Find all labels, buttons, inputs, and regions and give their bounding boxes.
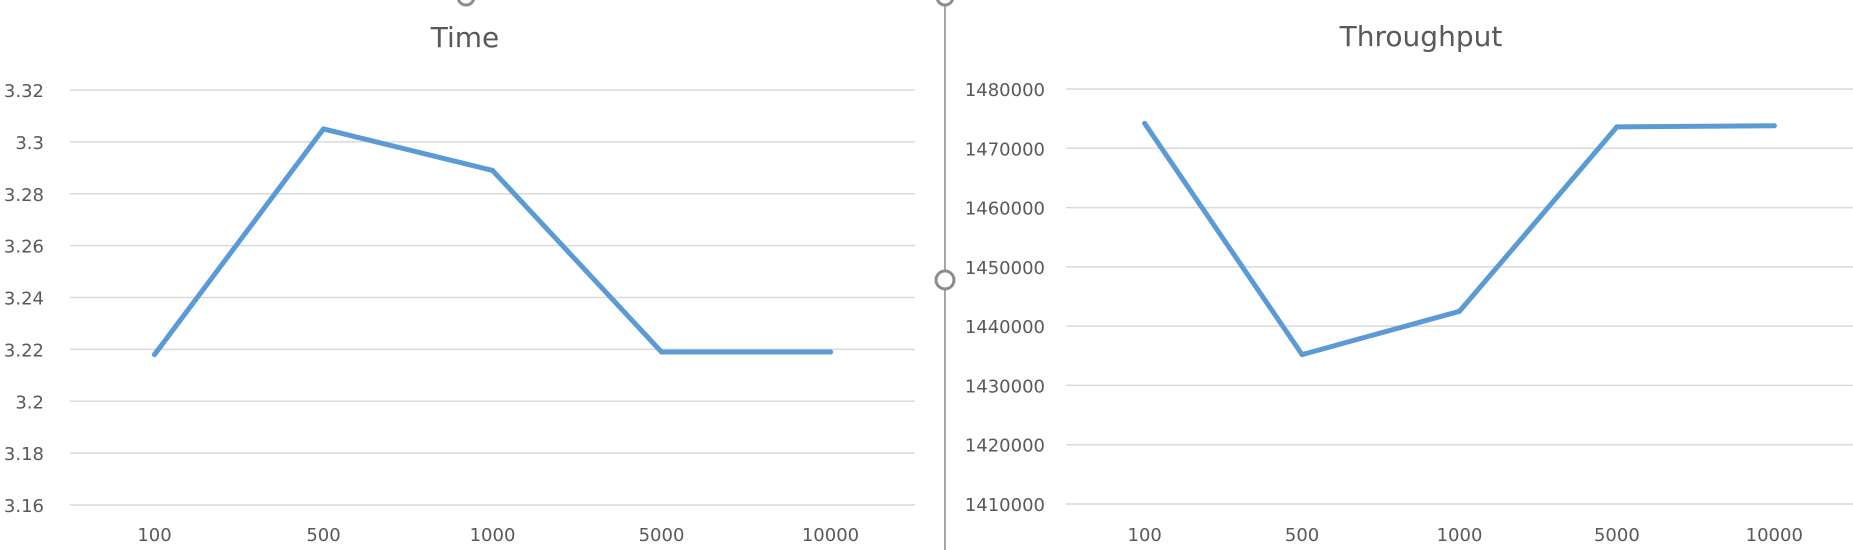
throughput-chart-gridlines xyxy=(1066,88,1853,505)
throughput-x-tick-label: 1000 xyxy=(1437,525,1483,546)
top-left-resize-handle[interactable] xyxy=(456,0,476,7)
throughput-x-tick-label: 500 xyxy=(1285,525,1319,546)
throughput-x-tick-label: 10000 xyxy=(1746,525,1803,546)
time-x-tick-label: 10000 xyxy=(802,525,859,546)
throughput-y-tick-label: 1450000 xyxy=(965,258,1045,279)
top-right-resize-handle[interactable] xyxy=(935,0,955,7)
throughput-chart-y-axis: 1410000 1420000 1430000 1440000 1450000 14600… xyxy=(965,80,1045,516)
throughput-data-point[interactable] xyxy=(1299,352,1305,358)
throughput-chart: Throughput 14100001420000143000014400001… xyxy=(965,20,1853,546)
time-y-tick-label: 3.32 xyxy=(4,81,44,102)
time-y-tick-label: 3.22 xyxy=(4,340,44,361)
time-chart-title: Time xyxy=(430,21,500,54)
time-x-tick-label: 100 xyxy=(137,525,171,546)
throughput-y-tick-label: 1410000 xyxy=(965,495,1045,516)
time-y-tick-label: 3.26 xyxy=(4,237,44,258)
time-chart-y-axis: 3.16 3.18 3.2 3.22 3.24 3.26 3.28 3.3 3.32 xyxy=(4,81,44,517)
throughput-y-tick-label: 1480000 xyxy=(965,80,1045,101)
time-y-tick-label: 3.28 xyxy=(4,185,44,206)
time-data-point[interactable] xyxy=(321,126,326,132)
throughput-chart-x-axis: 100 500 1000 5000 10000 xyxy=(1128,525,1803,546)
throughput-x-tick-label: 5000 xyxy=(1594,525,1640,546)
time-x-tick-label: 1000 xyxy=(470,525,516,546)
time-data-point[interactable] xyxy=(828,349,833,355)
time-chart-x-axis: 100 500 1000 5000 10000 xyxy=(137,525,859,546)
throughput-y-tick-label: 1440000 xyxy=(965,317,1045,338)
time-chart-series xyxy=(152,126,833,358)
throughput-y-tick-label: 1470000 xyxy=(965,139,1045,160)
throughput-y-tick-label: 1420000 xyxy=(965,436,1045,457)
throughput-y-tick-label: 1430000 xyxy=(965,376,1045,397)
throughput-data-point[interactable] xyxy=(1457,308,1462,314)
time-series-line[interactable] xyxy=(152,126,833,358)
time-data-point[interactable] xyxy=(152,352,157,358)
time-y-tick-label: 3.3 xyxy=(15,133,44,154)
throughput-chart-series xyxy=(1142,120,1777,358)
throughput-data-point[interactable] xyxy=(1614,124,1620,130)
time-x-tick-label: 5000 xyxy=(639,525,685,546)
throughput-data-point[interactable] xyxy=(1142,120,1148,126)
throughput-chart-title: Throughput xyxy=(1339,20,1503,53)
side-resize-handle[interactable] xyxy=(934,269,956,291)
time-y-tick-label: 3.24 xyxy=(4,289,44,310)
time-y-tick-label: 3.18 xyxy=(4,444,44,465)
time-x-tick-label: 500 xyxy=(306,525,340,546)
throughput-x-tick-label: 100 xyxy=(1128,525,1162,546)
time-y-tick-label: 3.16 xyxy=(4,496,44,517)
time-data-point[interactable] xyxy=(490,167,495,173)
time-y-tick-label: 3.2 xyxy=(15,392,44,413)
time-chart-gridlines xyxy=(70,89,915,506)
throughput-series-line[interactable] xyxy=(1142,120,1777,358)
throughput-y-tick-label: 1460000 xyxy=(965,199,1045,220)
time-data-point[interactable] xyxy=(659,349,664,355)
throughput-data-point[interactable] xyxy=(1771,123,1777,129)
time-chart: Time 3.163.183.23.223.243.263.283.33.32 … xyxy=(4,21,915,546)
